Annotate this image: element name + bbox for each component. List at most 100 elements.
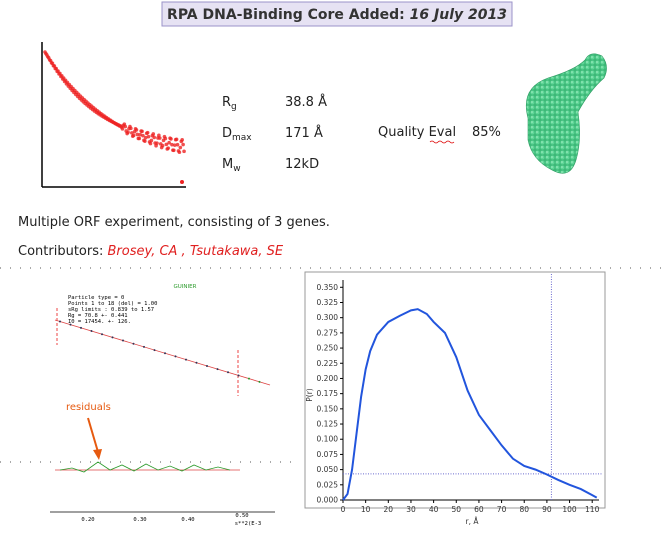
scatter-dot: [151, 132, 156, 136]
scatter-dot: [178, 145, 183, 150]
scatter-dot: [137, 136, 142, 141]
scatter-dot: [163, 136, 168, 141]
scatter-dot: [172, 143, 177, 147]
scatter-dot: [146, 134, 151, 139]
header-title: RPA DNA-Binding Core Added:: [167, 7, 405, 23]
scatter-dot: [149, 138, 154, 143]
scatter-dot: [169, 137, 173, 141]
guinier-point: [164, 352, 166, 355]
scatter-dot: [180, 180, 184, 184]
contributors-names: Brosey, CA , Tsutakawa, SE: [108, 244, 284, 259]
scatter-dot: [160, 143, 165, 148]
subscript: max: [232, 133, 252, 143]
y-tick-label: 0.275: [317, 328, 339, 337]
x-tick-label: 10: [361, 505, 371, 514]
scatter-dot: [175, 142, 180, 147]
scattering-plot: [41, 42, 186, 188]
y-tick-label: 0.350: [317, 283, 339, 292]
guinier-point: [122, 339, 124, 342]
scatter-dot: [158, 136, 162, 140]
quality-label: Quality Eval: [378, 125, 456, 140]
guinier-point: [174, 355, 177, 358]
x-label: r, Å: [466, 517, 480, 526]
stat-label: Mw: [222, 157, 241, 174]
symbol: D: [222, 126, 232, 141]
y-tick-label: 0.200: [317, 374, 339, 383]
scatter-dot: [145, 130, 150, 135]
guinier-point: [132, 342, 135, 345]
scatter-dot: [155, 141, 159, 145]
y-tick-label: 0.325: [317, 298, 339, 307]
scatter-dot: [181, 142, 185, 147]
x-tick-label: 40: [429, 505, 439, 514]
spellcheck-underline: [429, 140, 455, 144]
stat-value: 38.8 Å: [285, 94, 327, 110]
fit-info: Points 1 to 18 (del) = 1.00: [68, 301, 157, 307]
scatter-dot: [120, 127, 125, 131]
guinier-point: [59, 320, 61, 323]
guinier-point: [195, 361, 198, 364]
x-tick-label: 30: [406, 505, 416, 514]
scatter-dot: [164, 142, 169, 147]
residuals: [59, 461, 231, 473]
scatter-dot: [152, 135, 156, 140]
x-tick-label: 0.40: [181, 517, 194, 523]
guinier-point: [153, 349, 156, 352]
guinier-point: [206, 364, 208, 367]
pr-frame: [304, 271, 606, 509]
scatter-dot: [148, 141, 153, 146]
scatter-dot: [180, 138, 184, 142]
contributors-label: Contributors:: [18, 244, 103, 259]
guinier-point: [216, 368, 219, 371]
y-tick-label: 0.125: [317, 420, 339, 429]
scatter-dot: [138, 132, 142, 137]
molecule-model: [525, 53, 607, 174]
x-tick-label: 70: [497, 505, 507, 514]
scatter-dot: [157, 133, 161, 138]
y-tick-label: 0.000: [317, 496, 339, 505]
y-tick-label: 0.300: [317, 313, 339, 322]
scatter-dot: [170, 142, 174, 147]
fit-info: Rg = 70.8 +- 0.441: [68, 313, 128, 319]
fit-info: Particle type = 0: [68, 295, 124, 301]
y-tick-label: 0.225: [317, 359, 339, 368]
guinier-point: [80, 326, 82, 329]
x-tick-label: 50: [452, 505, 462, 514]
scatter-dot: [143, 139, 147, 143]
x-tick-label: 60: [474, 505, 484, 514]
pr-curve: [342, 308, 598, 501]
fit-info: I0 = 17454. +- 126.: [68, 319, 131, 325]
scatter-dot: [177, 150, 182, 155]
guinier-point: [248, 377, 250, 380]
quality-value: 85%: [472, 125, 501, 140]
scatter-dot: [135, 132, 140, 137]
arrow-head: [93, 449, 102, 460]
scatter-dot: [123, 124, 128, 129]
x-label: s**2(E-3: [235, 521, 262, 527]
y-tick-label: 0.050: [317, 465, 339, 474]
scatter-dot: [174, 137, 179, 142]
header-date: 16 July 2013: [410, 7, 507, 23]
guinier-point: [111, 336, 114, 339]
scatter-dot: [167, 140, 171, 145]
scatter-dot: [141, 133, 145, 138]
scatter-dot: [182, 149, 186, 154]
scatter-dot: [172, 148, 176, 153]
x-tick-label: 0.20: [81, 517, 94, 523]
y-tick-label: 0.175: [317, 389, 339, 398]
guinier-point: [143, 345, 145, 348]
symbol: M: [222, 157, 233, 172]
x-tick-label: 0: [341, 505, 346, 514]
scatter-dot: [129, 126, 133, 131]
stat-label: Dmax: [222, 126, 252, 143]
guinier-point: [237, 374, 240, 377]
stat-value: 171 Å: [285, 125, 323, 141]
contributors: Contributors: Brosey, CA , Tsutakawa, SE: [18, 244, 284, 259]
scatter-dot: [166, 146, 170, 150]
y-label: P(r): [305, 388, 314, 402]
y-tick-label: 0.025: [317, 480, 339, 489]
stat-value: 12kD: [285, 157, 319, 172]
guinier-point: [69, 323, 72, 326]
guinier-point: [90, 330, 93, 333]
